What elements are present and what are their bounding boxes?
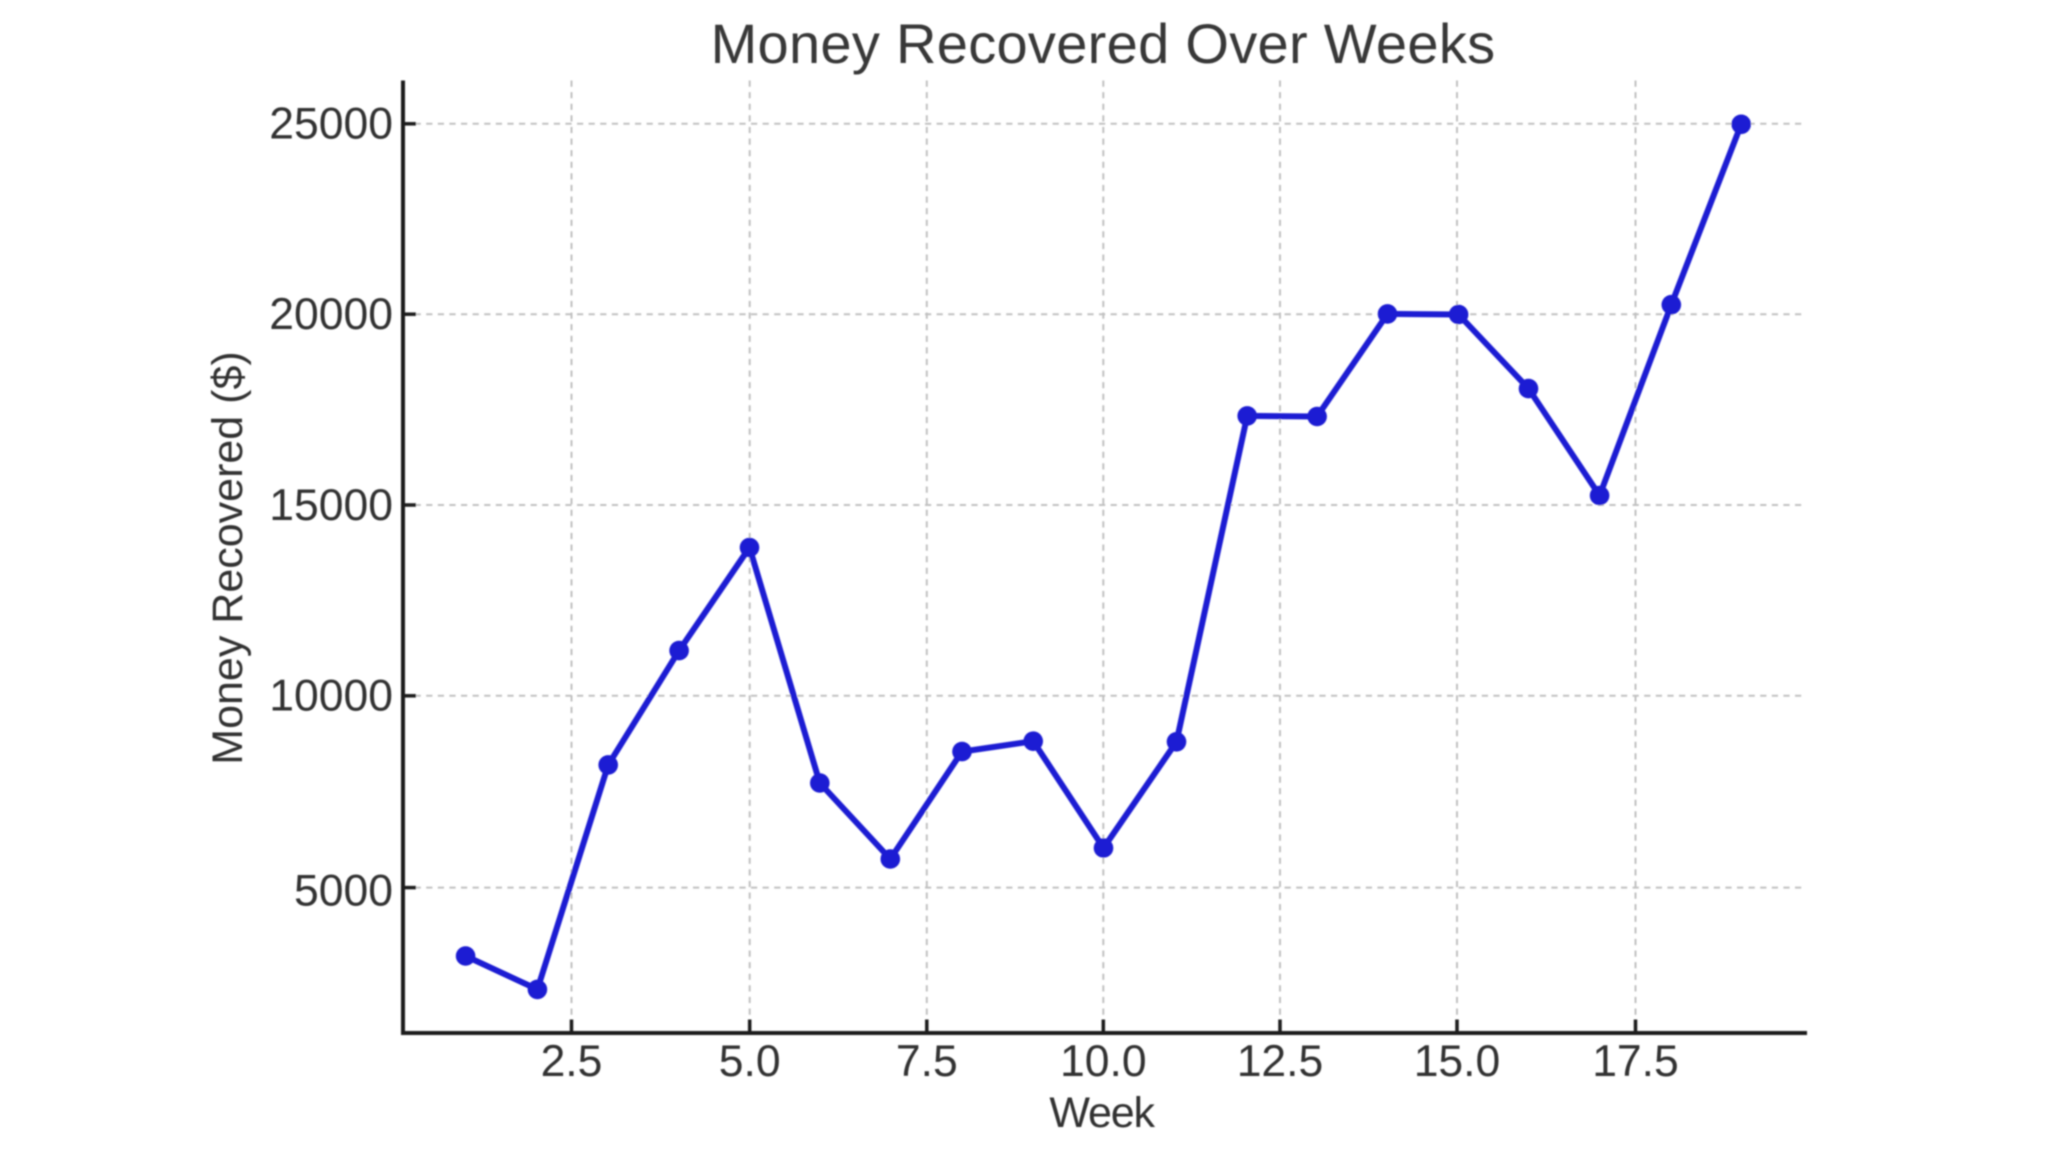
svg-text:5.0: 5.0 [719, 1037, 781, 1086]
svg-text:17.5: 17.5 [1592, 1037, 1679, 1086]
svg-text:20000: 20000 [269, 290, 393, 339]
svg-text:15000: 15000 [269, 481, 393, 530]
svg-text:Week: Week [1049, 1089, 1155, 1137]
svg-text:10000: 10000 [269, 672, 393, 721]
svg-text:25000: 25000 [269, 100, 393, 149]
svg-text:12.5: 12.5 [1237, 1037, 1324, 1086]
svg-text:Money Recovered ($): Money Recovered ($) [204, 351, 252, 764]
svg-text:10.0: 10.0 [1060, 1037, 1147, 1086]
svg-text:Money Recovered Over Weeks: Money Recovered Over Weeks [711, 12, 1496, 75]
svg-text:15.0: 15.0 [1414, 1037, 1501, 1086]
svg-text:7.5: 7.5 [896, 1037, 958, 1086]
svg-text:2.5: 2.5 [541, 1037, 603, 1086]
svg-text:5000: 5000 [294, 867, 393, 916]
